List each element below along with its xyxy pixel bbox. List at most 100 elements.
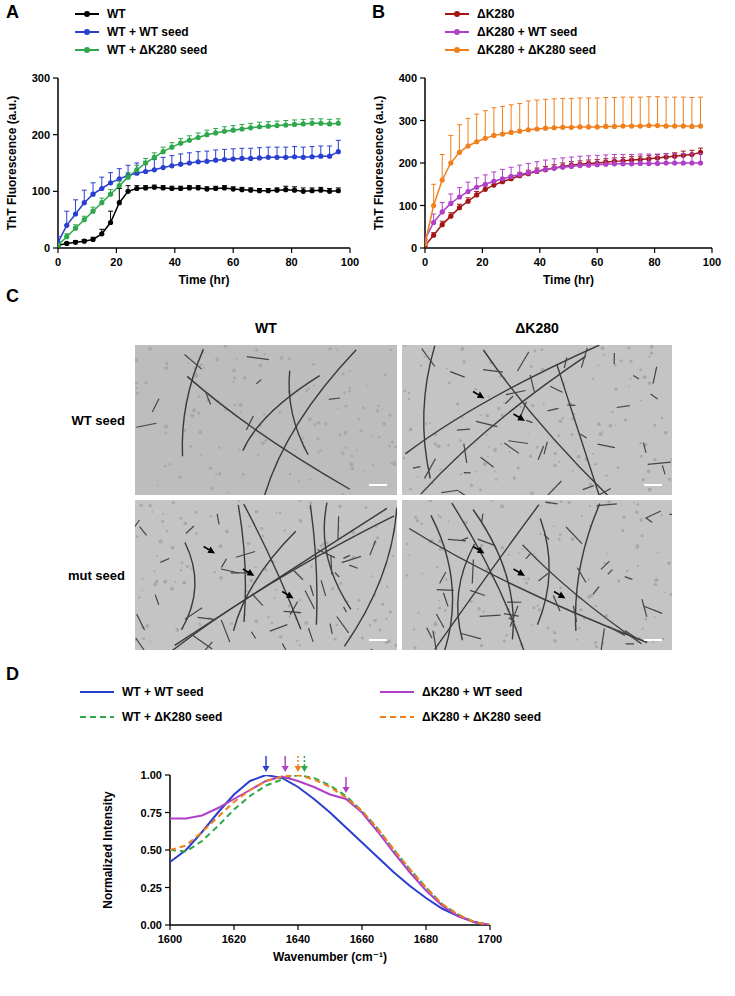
short-fibril: [505, 396, 513, 404]
series-line: [425, 163, 701, 240]
grain: [630, 360, 633, 363]
short-fibril: [598, 444, 615, 447]
short-fibril: [478, 539, 495, 545]
error-bar: [577, 98, 582, 127]
short-fibril: [337, 617, 349, 633]
pointer-arrow: [204, 547, 214, 553]
data-point: [534, 126, 539, 131]
data-point: [318, 188, 323, 193]
grain: [663, 592, 665, 594]
short-fibril: [310, 585, 313, 596]
grain: [372, 436, 374, 438]
grain: [187, 362, 189, 364]
grain: [307, 387, 310, 390]
short-fibril: [443, 593, 448, 607]
grain: [603, 353, 605, 355]
scale-bar: [644, 639, 662, 641]
grain: [654, 580, 656, 582]
short-fibril: [437, 589, 454, 591]
grain: [518, 552, 520, 554]
data-point: [586, 124, 591, 129]
grain: [264, 568, 267, 571]
data-point: [534, 168, 539, 173]
short-fibril: [251, 632, 255, 639]
short-fibril: [450, 372, 465, 378]
grain: [180, 569, 182, 571]
error-bar: [621, 97, 626, 126]
short-fibril: [344, 607, 347, 612]
grain: [172, 501, 175, 504]
data-point: [689, 160, 694, 165]
grain: [166, 530, 169, 533]
data-point: [283, 122, 288, 127]
data-point: [143, 185, 148, 190]
grain: [595, 645, 598, 648]
grain: [530, 491, 534, 495]
legend-item: WT + WT seed: [80, 685, 204, 699]
grain: [165, 581, 167, 583]
grain: [391, 441, 394, 444]
short-fibril: [567, 404, 575, 406]
data-point: [248, 156, 253, 161]
grain: [190, 414, 194, 418]
micrograph-content: [402, 500, 672, 650]
grain: [386, 586, 388, 588]
grain: [479, 488, 482, 491]
grain: [336, 349, 338, 351]
grain: [343, 392, 346, 395]
fibril: [182, 349, 203, 456]
error-bar: [612, 98, 617, 127]
grain: [376, 536, 379, 539]
data-point: [82, 239, 87, 244]
data-point: [231, 186, 236, 191]
x-tick-label: 60: [591, 256, 603, 268]
grain: [578, 627, 580, 629]
short-fibril: [481, 457, 494, 467]
data-point: [73, 226, 78, 231]
data-point: [336, 121, 341, 126]
x-tick-label: 1680: [414, 933, 438, 945]
data-point: [231, 156, 236, 161]
short-fibril: [480, 615, 501, 616]
grain: [248, 525, 251, 528]
short-fibril: [236, 551, 255, 557]
error-bar: [552, 99, 557, 128]
grain: [572, 470, 574, 472]
series: [170, 777, 490, 926]
grain: [345, 447, 347, 449]
data-point: [552, 125, 557, 130]
data-point: [152, 185, 157, 190]
error-bar: [534, 100, 539, 129]
data-point: [612, 161, 617, 166]
data-point: [440, 209, 445, 214]
plot-area: [425, 97, 703, 248]
data-point: [257, 124, 262, 129]
error-bar: [491, 108, 496, 136]
grain: [234, 404, 237, 407]
data-point: [603, 162, 608, 167]
grain: [493, 448, 497, 452]
grain: [444, 609, 447, 612]
error-bar: [448, 135, 453, 163]
fibril: [324, 503, 351, 610]
grain: [249, 579, 253, 583]
data-point: [431, 203, 436, 208]
grain: [375, 526, 377, 528]
grain: [448, 382, 451, 385]
series: [58, 185, 341, 248]
data-point: [161, 149, 166, 154]
short-fibril: [476, 421, 497, 426]
data-point: [663, 160, 668, 165]
error-bar: [603, 98, 608, 127]
short-fibril: [206, 392, 211, 405]
grain: [598, 364, 600, 366]
plot-area: [170, 775, 490, 925]
grain: [240, 411, 242, 413]
series: [170, 775, 490, 925]
error-bar: [689, 98, 694, 127]
data-point: [327, 189, 332, 194]
grain: [181, 561, 184, 564]
data-point: [152, 155, 157, 160]
grain: [640, 455, 643, 458]
grain: [289, 615, 291, 617]
